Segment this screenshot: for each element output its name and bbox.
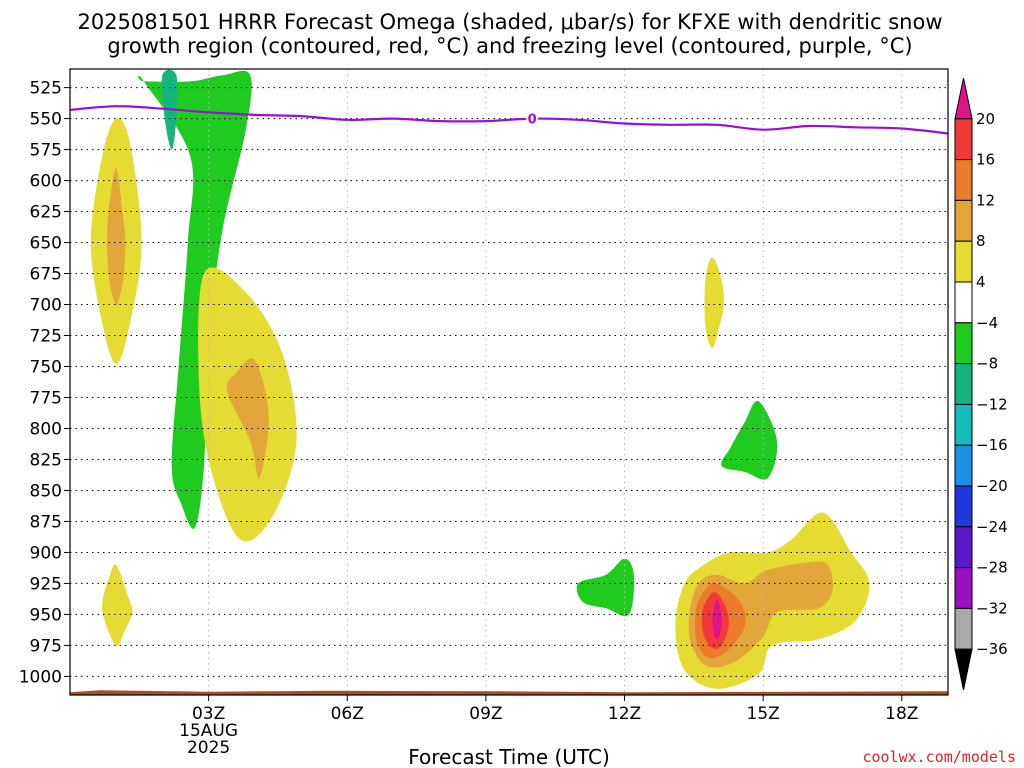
y-tick-label: 950 (30, 605, 62, 625)
x-tick-label: 18Z (885, 704, 918, 724)
colorbar-tick-label: −16 (976, 436, 1008, 454)
omega-region (576, 558, 635, 617)
colorbar-tick-label: −4 (976, 314, 998, 332)
colorbar-tick-label: −32 (976, 599, 1008, 617)
y-tick-label: 725 (30, 327, 62, 347)
x-tick-label: 12Z (608, 704, 641, 724)
colorbar-tick-label: −28 (976, 559, 1008, 577)
colorbar-bin (954, 77, 973, 120)
x-tick-label: 09Z (469, 704, 502, 724)
colorbar-bin (954, 240, 973, 283)
y-tick-label: 1000 (19, 667, 62, 687)
freezing-level-label: 0 (528, 113, 537, 128)
omega-region (107, 168, 126, 305)
omega-region (138, 70, 252, 529)
y-tick-label: 875 (30, 512, 62, 532)
y-tick-label: 750 (30, 358, 62, 378)
y-tick-label: 850 (30, 481, 62, 501)
chart-title-line2: growth region (contoured, red, °C) and f… (107, 34, 912, 58)
plot-frame (69, 68, 949, 696)
y-tick-label: 900 (30, 543, 62, 563)
colorbar-tick-label: −20 (976, 477, 1008, 495)
y-axis: 525 550 575 600 625 650 675 700 725 750 775 800 825 8… (19, 79, 70, 687)
y-tick-label: 625 (30, 203, 62, 223)
freezing-level-label-bg (526, 111, 539, 126)
y-tick-label: 650 (30, 234, 62, 254)
colorbar-bin (954, 159, 973, 201)
colorbar-tick-label: 12 (976, 191, 995, 209)
y-tick-label: 825 (30, 450, 62, 470)
omega-region (102, 564, 133, 646)
colorbar: 20 16 12 8 4 −4 −8 −12 −16 −20 −24 −28 −32 −36 (954, 77, 1008, 691)
y-tick-label: 975 (30, 636, 62, 656)
grid-lines (70, 69, 948, 695)
y-tick-label: 600 (30, 172, 62, 192)
omega-shading (90, 69, 870, 689)
x-tick-sublabel: 2025 (187, 738, 230, 758)
y-tick-label: 550 (30, 110, 62, 130)
x-tick-label: 03Z (192, 704, 225, 724)
colorbar-bin (954, 567, 973, 609)
omega-region (226, 358, 269, 479)
colorbar-tick-label: 16 (976, 151, 995, 169)
colorbar-bin (954, 363, 973, 405)
freezing-level-contour: 0 (69, 105, 949, 135)
colorbar-tick-label: 20 (976, 110, 995, 128)
plot-area: 0 (69, 68, 949, 696)
colorbar-tick-label: −36 (976, 640, 1008, 658)
y-tick-label: 925 (30, 574, 62, 594)
colorbar-bin (954, 648, 973, 691)
terrain-fill (70, 690, 948, 695)
x-tick-label: 15Z (747, 704, 780, 724)
omega-region (704, 257, 725, 348)
colorbar-bin (954, 607, 973, 650)
colorbar-tick-label: 8 (976, 232, 986, 250)
colorbar-tick-label: −12 (976, 395, 1008, 413)
colorbar-tick-label: −24 (976, 518, 1008, 536)
x-axis-label: Forecast Time (UTC) (408, 745, 610, 768)
colorbar-bin (954, 281, 973, 324)
x-tick-sublabel: 15AUG (179, 721, 238, 741)
colorbar-tick-label: 4 (976, 273, 986, 291)
y-tick-label: 575 (30, 141, 62, 161)
colorbar-bin (954, 444, 973, 487)
y-tick-label: 800 (30, 419, 62, 439)
colorbar-bin (954, 118, 973, 161)
y-tick-label: 525 (30, 79, 62, 99)
colorbar-bin (954, 403, 973, 446)
terrain-band (70, 690, 948, 695)
y-tick-label: 675 (30, 265, 62, 285)
colorbar-bin (954, 199, 973, 242)
credit-link[interactable]: coolwx.com/models (862, 748, 1016, 766)
chart-title-line1: 2025081501 HRRR Forecast Omega (shaded, … (77, 10, 942, 34)
colorbar-bin (954, 526, 973, 569)
y-tick-label: 775 (30, 388, 62, 408)
omega-region (712, 599, 722, 640)
colorbar-bin (954, 322, 973, 365)
freezing-level-line (69, 105, 949, 135)
x-tick-label: 06Z (331, 704, 364, 724)
omega-region (721, 400, 778, 480)
y-tick-label: 700 (30, 296, 62, 316)
colorbar-tick-label: −8 (976, 355, 998, 373)
colorbar-bin (954, 485, 973, 528)
